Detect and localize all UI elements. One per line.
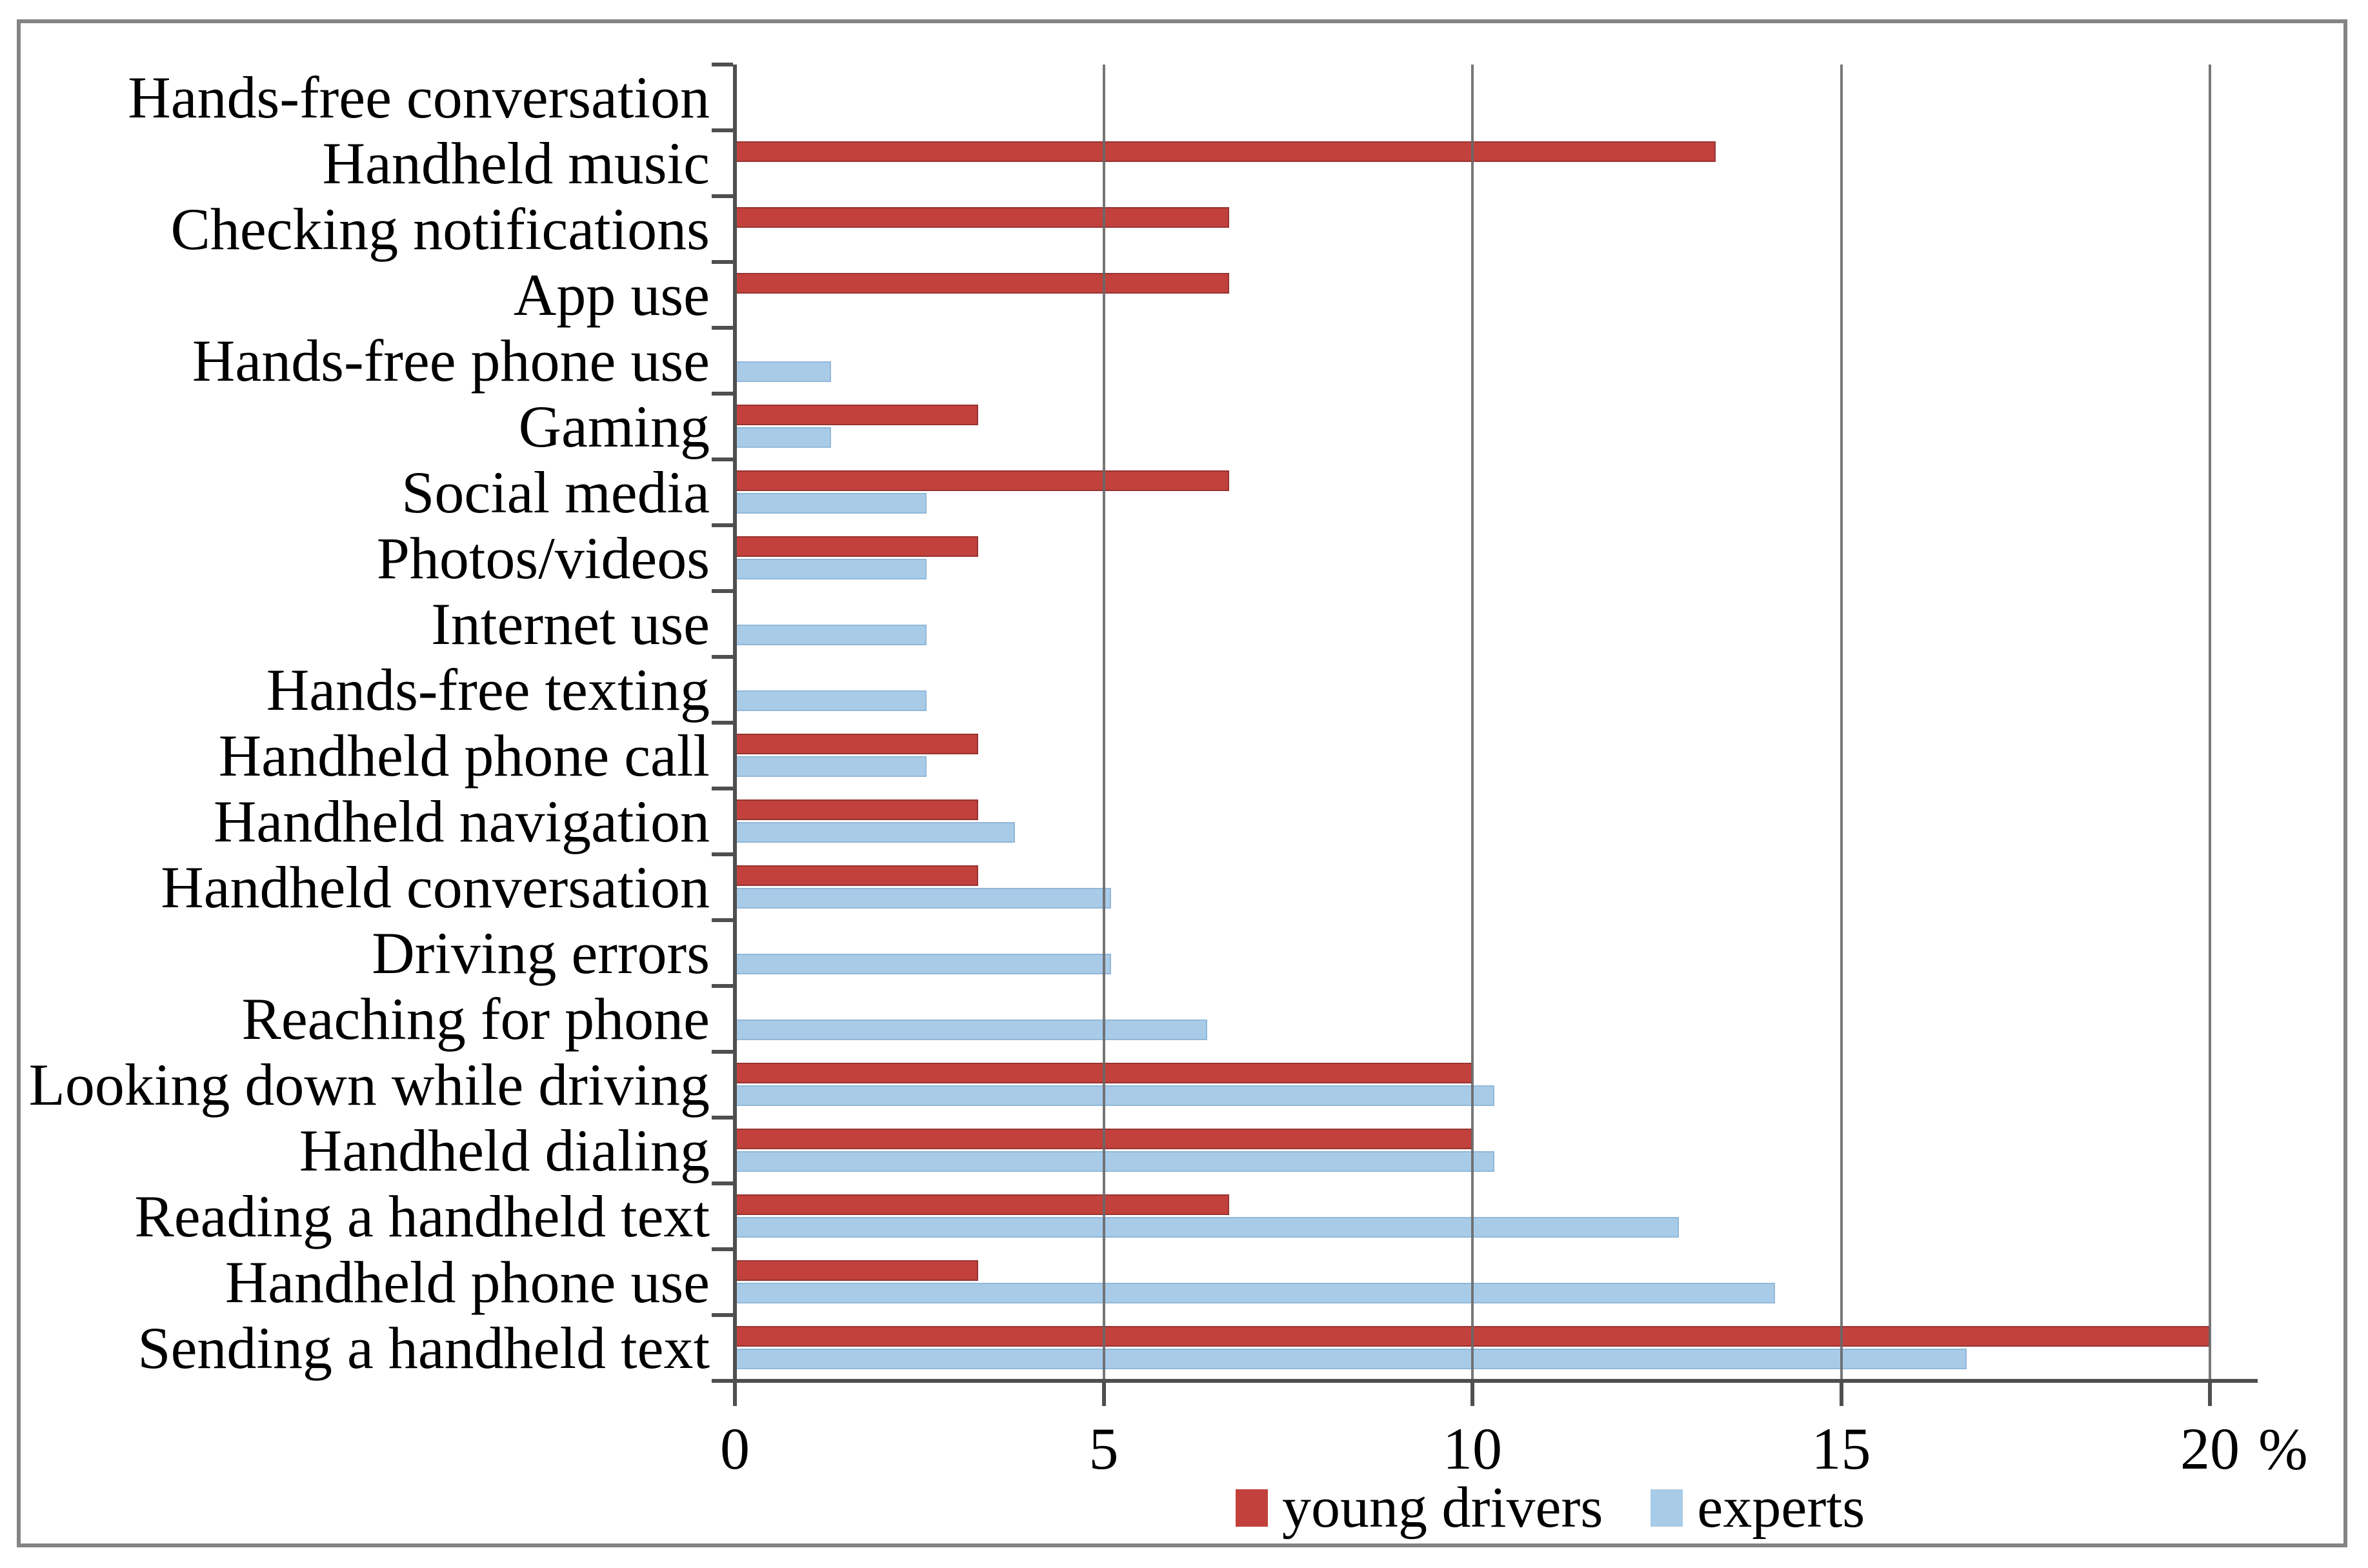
y-axis-tick <box>712 128 733 132</box>
bar-young-drivers <box>735 1260 979 1282</box>
category-label: Hands-free texting <box>266 657 710 723</box>
category-label: Handheld dialing <box>299 1118 710 1183</box>
x-tick-label: 10 <box>1443 1416 1502 1482</box>
bar-young-drivers <box>735 865 979 887</box>
gridline <box>2209 65 2211 1381</box>
x-axis-tick <box>733 1383 737 1406</box>
category-labels: Hands-free conversation Handheld music Che… <box>19 65 710 1381</box>
x-tick-label: 0 <box>720 1416 750 1482</box>
bar-young-drivers <box>735 470 1229 492</box>
x-axis-line <box>726 1379 2258 1383</box>
bar-young-drivers <box>735 1194 1229 1216</box>
x-axis-tick <box>1470 1383 1474 1406</box>
y-axis-tick <box>712 326 733 330</box>
y-axis-tick <box>712 260 733 264</box>
legend-label-experts: experts <box>1697 1476 1865 1540</box>
category-label: Driving errors <box>372 920 710 986</box>
bar-experts <box>735 1019 1207 1041</box>
gridline <box>1471 65 1474 1381</box>
y-axis-tick <box>712 194 733 198</box>
y-axis-tick <box>712 392 733 396</box>
category-label: Handheld music <box>322 130 710 196</box>
legend-swatch-experts <box>1651 1489 1683 1527</box>
y-axis-tick <box>712 1050 733 1054</box>
y-axis-tick <box>712 721 733 725</box>
bar-experts <box>735 1348 1967 1370</box>
category-label: Handheld navigation <box>213 789 710 854</box>
x-axis-tick <box>2208 1383 2212 1406</box>
category-label: App use <box>513 262 710 328</box>
y-axis-tick <box>712 984 733 988</box>
bar-young-drivers <box>735 141 1716 163</box>
category-label: Sending a handheld text <box>137 1315 710 1381</box>
bar-experts <box>735 492 927 514</box>
bar-experts <box>735 690 927 712</box>
y-axis-tick <box>712 918 733 922</box>
x-axis-unit-label: % <box>2258 1416 2308 1482</box>
category-label: Handheld phone call <box>218 723 710 789</box>
legend: young drivers experts <box>1236 1479 1865 1537</box>
y-axis-tick <box>712 1247 733 1251</box>
bar-experts <box>735 1282 1775 1304</box>
category-label: Photos/videos <box>376 525 710 591</box>
y-axis-tick <box>712 1379 733 1383</box>
category-label: Social media <box>401 459 710 525</box>
gridline <box>1102 65 1105 1381</box>
category-label: Handheld phone use <box>225 1249 710 1315</box>
x-tick-label: 20 <box>2180 1416 2240 1482</box>
legend-swatch-young-drivers <box>1236 1489 1268 1527</box>
category-label: Checking notifications <box>170 196 710 262</box>
category-label: Reaching for phone <box>241 986 710 1052</box>
bar-young-drivers <box>735 733 979 755</box>
bar-experts <box>735 887 1111 909</box>
bar-experts <box>735 1151 1495 1172</box>
plot-area: 0 5 10 15 20 <box>712 63 2258 1482</box>
y-axis-tick <box>712 63 733 66</box>
category-label: Gaming <box>518 394 710 459</box>
y-axis-tick <box>712 1181 733 1185</box>
bar-young-drivers <box>735 206 1229 228</box>
category-label: Hands-free phone use <box>192 328 710 394</box>
bar-young-drivers <box>735 799 979 821</box>
x-axis-tick <box>1101 1383 1106 1406</box>
x-tick-label: 5 <box>1089 1416 1119 1482</box>
gridline <box>1840 65 1843 1381</box>
bar-experts <box>735 624 927 646</box>
category-label: Handheld conversation <box>161 854 710 920</box>
bar-experts <box>735 427 831 448</box>
category-label: Reading a handheld text <box>134 1183 710 1249</box>
bar-young-drivers <box>735 272 1229 294</box>
bar-young-drivers <box>735 536 979 558</box>
y-axis-tick <box>712 1313 733 1317</box>
bar-experts <box>735 558 927 580</box>
y-axis-tick <box>712 457 733 461</box>
x-tick-label: 15 <box>1811 1416 1871 1482</box>
y-axis-tick <box>712 852 733 856</box>
bar-experts <box>735 361 831 383</box>
y-axis-line <box>733 65 737 1383</box>
bar-experts <box>735 1216 1680 1238</box>
bar-experts <box>735 756 927 778</box>
category-label: Looking down while driving <box>28 1052 710 1118</box>
bar-young-drivers <box>735 404 979 426</box>
bar-experts <box>735 821 1016 843</box>
y-axis-tick <box>712 523 733 527</box>
y-axis-tick <box>712 589 733 593</box>
legend-label-young-drivers: young drivers <box>1282 1476 1603 1540</box>
category-label: Internet use <box>431 591 710 657</box>
bar-experts <box>735 1085 1495 1107</box>
bar-experts <box>735 953 1111 975</box>
x-axis-tick <box>1839 1383 1843 1406</box>
category-label: Hands-free conversation <box>128 65 710 130</box>
y-axis-tick <box>712 787 733 790</box>
y-axis-tick <box>712 1116 733 1120</box>
y-axis-tick <box>712 655 733 659</box>
